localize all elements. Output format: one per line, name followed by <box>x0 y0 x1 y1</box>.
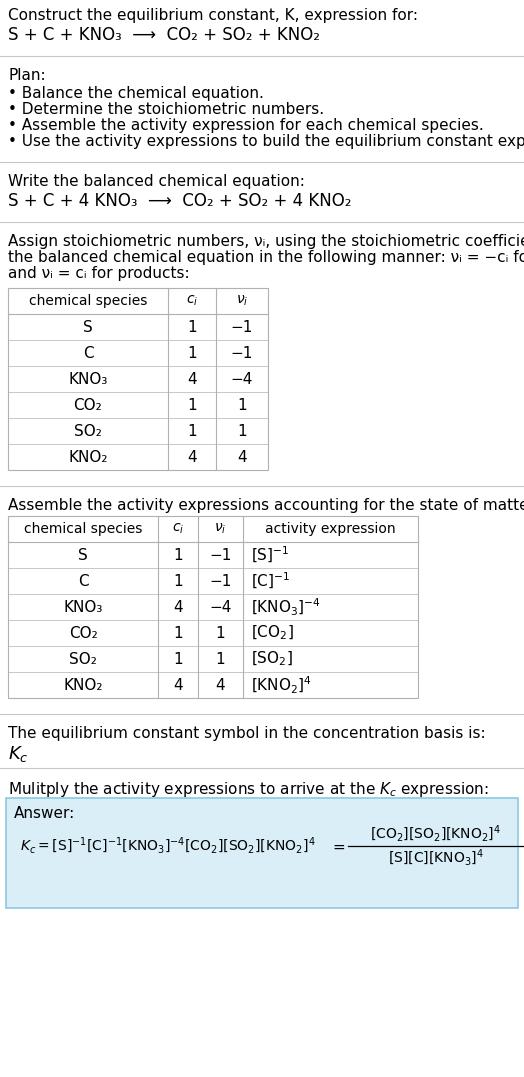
Text: 1: 1 <box>173 573 183 588</box>
Text: • Balance the chemical equation.: • Balance the chemical equation. <box>8 86 264 101</box>
Text: $[\mathregular{CO_2}][\mathregular{SO_2}][\mathregular{KNO_2}]^{4}$: $[\mathregular{CO_2}][\mathregular{SO_2}… <box>370 824 501 844</box>
Text: 4: 4 <box>187 449 197 464</box>
Text: $c_i$: $c_i$ <box>172 521 184 536</box>
Text: chemical species: chemical species <box>29 294 147 308</box>
Text: $[\mathregular{S}]^{-1}$: $[\mathregular{S}]^{-1}$ <box>251 545 289 565</box>
Text: S + C + KNO₃  ⟶  CO₂ + SO₂ + KNO₂: S + C + KNO₃ ⟶ CO₂ + SO₂ + KNO₂ <box>8 26 320 44</box>
Text: 4: 4 <box>187 372 197 387</box>
FancyBboxPatch shape <box>6 798 518 908</box>
Text: 4: 4 <box>216 677 225 693</box>
Text: Mulitply the activity expressions to arrive at the $K_c$ expression:: Mulitply the activity expressions to arr… <box>8 780 489 799</box>
Text: 1: 1 <box>173 547 183 562</box>
Text: $[\mathregular{CO_2}]$: $[\mathregular{CO_2}]$ <box>251 624 294 642</box>
Text: The equilibrium constant symbol in the concentration basis is:: The equilibrium constant symbol in the c… <box>8 726 486 741</box>
Text: C: C <box>83 346 93 361</box>
Text: Plan:: Plan: <box>8 68 46 83</box>
Text: KNO₃: KNO₃ <box>63 600 103 615</box>
Text: S + C + 4 KNO₃  ⟶  CO₂ + SO₂ + 4 KNO₂: S + C + 4 KNO₃ ⟶ CO₂ + SO₂ + 4 KNO₂ <box>8 192 352 210</box>
Text: S: S <box>78 547 88 562</box>
FancyBboxPatch shape <box>8 516 418 698</box>
Text: 1: 1 <box>187 346 197 361</box>
Text: and νᵢ = cᵢ for products:: and νᵢ = cᵢ for products: <box>8 266 190 281</box>
Text: 1: 1 <box>173 652 183 667</box>
Text: $\nu_i$: $\nu_i$ <box>214 521 227 536</box>
Text: CO₂: CO₂ <box>69 626 97 641</box>
Text: 1: 1 <box>187 423 197 438</box>
Text: $[\mathregular{KNO_3}]^{-4}$: $[\mathregular{KNO_3}]^{-4}$ <box>251 597 321 617</box>
Text: −4: −4 <box>231 372 253 387</box>
Text: CO₂: CO₂ <box>74 397 102 412</box>
Text: KNO₂: KNO₂ <box>68 449 108 464</box>
Text: $[\mathregular{S}][\mathregular{C}][\mathregular{KNO_3}]^{4}$: $[\mathregular{S}][\mathregular{C}][\mat… <box>388 848 484 868</box>
Text: • Determine the stoichiometric numbers.: • Determine the stoichiometric numbers. <box>8 102 324 117</box>
Text: −1: −1 <box>209 547 232 562</box>
Text: $K_c$: $K_c$ <box>8 744 29 764</box>
Text: −1: −1 <box>231 346 253 361</box>
Text: activity expression: activity expression <box>265 522 396 536</box>
Text: chemical species: chemical species <box>24 522 142 536</box>
Text: 1: 1 <box>237 397 247 412</box>
Text: KNO₂: KNO₂ <box>63 677 103 693</box>
Text: Assemble the activity expressions accounting for the state of matter and νᵢ:: Assemble the activity expressions accoun… <box>8 498 524 513</box>
Text: $[\mathregular{C}]^{-1}$: $[\mathregular{C}]^{-1}$ <box>251 571 290 591</box>
Text: SO₂: SO₂ <box>74 423 102 438</box>
Text: 1: 1 <box>187 397 197 412</box>
Text: −1: −1 <box>209 573 232 588</box>
FancyBboxPatch shape <box>8 288 268 470</box>
Text: $K_c = [\mathregular{S}]^{-1} [\mathregular{C}]^{-1} [\mathregular{KNO_3}]^{-4} : $K_c = [\mathregular{S}]^{-1} [\mathregu… <box>20 836 315 856</box>
Text: 1: 1 <box>187 320 197 335</box>
Text: 1: 1 <box>173 626 183 641</box>
Text: S: S <box>83 320 93 335</box>
Text: C: C <box>78 573 89 588</box>
Text: • Assemble the activity expression for each chemical species.: • Assemble the activity expression for e… <box>8 118 484 132</box>
Text: 4: 4 <box>237 449 247 464</box>
Text: −1: −1 <box>231 320 253 335</box>
Text: −4: −4 <box>209 600 232 615</box>
Text: Write the balanced chemical equation:: Write the balanced chemical equation: <box>8 174 305 188</box>
Text: 1: 1 <box>216 626 225 641</box>
Text: $c_i$: $c_i$ <box>186 294 198 308</box>
Text: Construct the equilibrium constant, K, expression for:: Construct the equilibrium constant, K, e… <box>8 8 418 23</box>
Text: 1: 1 <box>216 652 225 667</box>
Text: $[\mathregular{KNO_2}]^{4}$: $[\mathregular{KNO_2}]^{4}$ <box>251 674 312 696</box>
Text: 4: 4 <box>173 677 183 693</box>
Text: $[\mathregular{SO_2}]$: $[\mathregular{SO_2}]$ <box>251 649 293 668</box>
Text: SO₂: SO₂ <box>69 652 97 667</box>
Text: $=$: $=$ <box>330 839 346 853</box>
Text: 1: 1 <box>237 423 247 438</box>
Text: • Use the activity expressions to build the equilibrium constant expression.: • Use the activity expressions to build … <box>8 134 524 149</box>
Text: the balanced chemical equation in the following manner: νᵢ = −cᵢ for reactants: the balanced chemical equation in the fo… <box>8 250 524 265</box>
Text: $\nu_i$: $\nu_i$ <box>236 294 248 308</box>
Text: Assign stoichiometric numbers, νᵢ, using the stoichiometric coefficients, cᵢ, fr: Assign stoichiometric numbers, νᵢ, using… <box>8 234 524 249</box>
Text: Answer:: Answer: <box>14 806 75 821</box>
Text: KNO₃: KNO₃ <box>68 372 108 387</box>
Text: 4: 4 <box>173 600 183 615</box>
